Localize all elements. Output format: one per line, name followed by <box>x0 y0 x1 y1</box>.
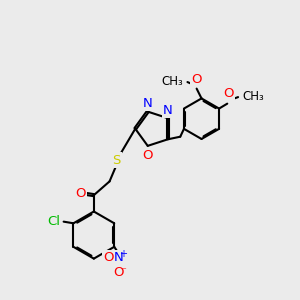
Text: CH₃: CH₃ <box>243 90 264 103</box>
Text: O: O <box>103 251 114 264</box>
Text: S: S <box>112 154 121 166</box>
Text: O: O <box>75 187 85 200</box>
Text: CH₃: CH₃ <box>161 75 183 88</box>
Text: N: N <box>113 251 123 264</box>
Text: O: O <box>113 266 123 279</box>
Text: +: + <box>119 249 127 259</box>
Text: O: O <box>191 73 202 86</box>
Text: O: O <box>142 149 152 162</box>
Text: ⁻: ⁻ <box>121 267 126 277</box>
Text: O: O <box>224 87 234 101</box>
Text: Cl: Cl <box>47 215 60 228</box>
Text: N: N <box>143 97 153 110</box>
Text: N: N <box>163 103 173 116</box>
